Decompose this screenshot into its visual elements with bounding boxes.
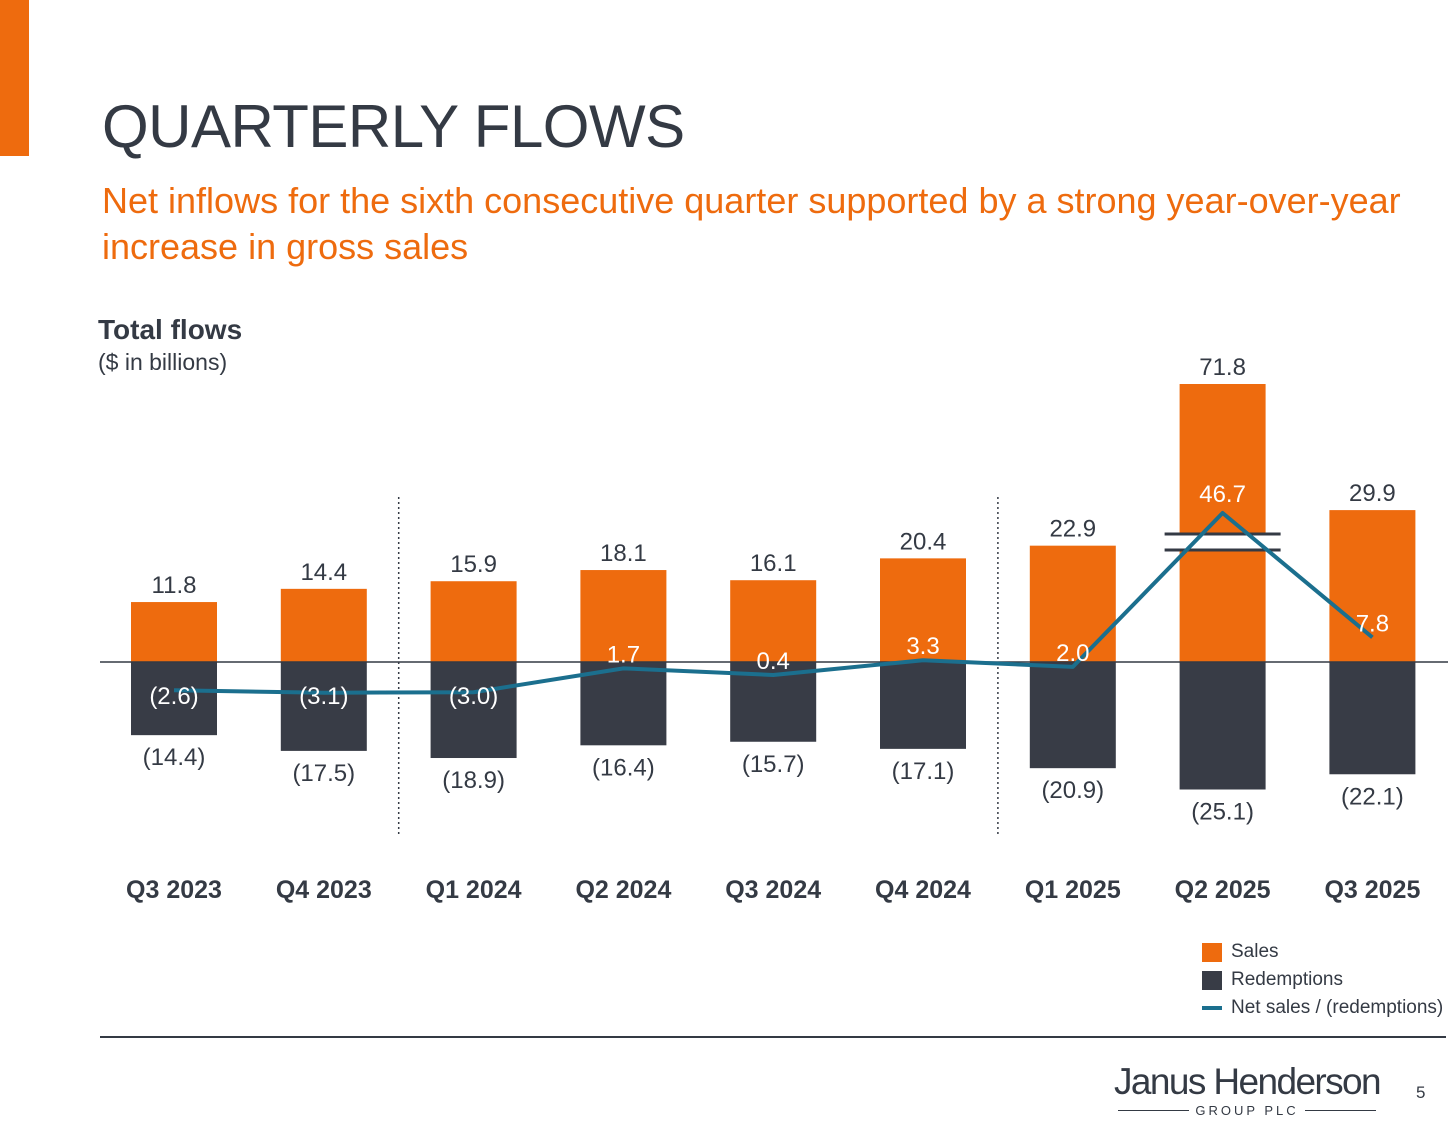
- redemptions-bar: [430, 662, 517, 759]
- category-label: Q3 2024: [725, 876, 821, 904]
- redemptions-bar: [1329, 662, 1416, 775]
- sales-bar: [280, 588, 367, 662]
- legend-label-sales: Sales: [1231, 941, 1279, 962]
- legend-label-net: Net sales / (redemptions): [1231, 997, 1444, 1018]
- sales-label: 20.4: [900, 528, 947, 555]
- legend-swatch-sales: [1202, 942, 1222, 962]
- sales-bar: [131, 602, 217, 662]
- category-label: Q1 2025: [1025, 876, 1121, 904]
- redemptions-label: (14.4): [143, 744, 206, 771]
- net-sales-label: (2.6): [149, 683, 198, 710]
- category-label: Q2 2025: [1175, 876, 1271, 904]
- redemptions-bar: [1029, 662, 1116, 769]
- net-sales-label: 2.0: [1056, 640, 1089, 667]
- logo-rule-left: [1118, 1109, 1190, 1112]
- sales-bar: [1329, 510, 1416, 662]
- redemptions-bar: [1179, 662, 1266, 790]
- sales-bar: [1029, 545, 1116, 662]
- category-label: Q3 2023: [126, 876, 222, 904]
- redemptions-label: (25.1): [1191, 799, 1254, 826]
- sales-label: 15.9: [450, 551, 497, 578]
- redemptions-bar: [580, 662, 667, 746]
- logo-subline: GROUP PLC: [1112, 1103, 1382, 1118]
- chart-legend: Sales Redemptions Net sales / (redemptio…: [1202, 938, 1443, 1022]
- sales-bar: [580, 570, 667, 662]
- legend-item-sales: Sales: [1202, 938, 1443, 966]
- chart-units: ($ in billions): [98, 349, 228, 375]
- chart-title: Total flows: [98, 314, 243, 345]
- page-number: 5: [1416, 1083, 1426, 1102]
- category-label: Q4 2023: [276, 876, 372, 904]
- sales-label: 16.1: [750, 550, 797, 577]
- footer-rule: [100, 1036, 1446, 1038]
- slide-title: QUARTERLY FLOWS: [102, 93, 685, 160]
- net-sales-label: 0.4: [757, 648, 790, 675]
- category-label: Q3 2025: [1324, 876, 1420, 904]
- redemptions-label: (17.1): [892, 758, 955, 785]
- category-label: Q2 2024: [575, 876, 671, 904]
- slide-subtitle: Net inflows for the sixth consecutive qu…: [102, 180, 1401, 267]
- net-sales-label: 46.7: [1199, 481, 1246, 508]
- sales-label: 18.1: [600, 540, 647, 567]
- net-sales-label: (3.1): [299, 683, 348, 710]
- redemptions-bar: [280, 662, 367, 751]
- sales-label: 14.4: [300, 559, 347, 586]
- net-sales-label: 7.8: [1356, 610, 1389, 637]
- net-sales-label: 1.7: [607, 641, 640, 668]
- category-label: Q4 2024: [875, 876, 971, 904]
- company-logo: Janus Henderson GROUP PLC: [1112, 1061, 1382, 1119]
- redemptions-label: (17.5): [292, 760, 355, 787]
- redemptions-label: (16.4): [592, 754, 655, 781]
- legend-swatch-redemptions: [1202, 970, 1222, 990]
- redemptions-label: (15.7): [742, 751, 805, 778]
- logo-sub-text: GROUP PLC: [1195, 1103, 1299, 1118]
- sales-label: 71.8: [1199, 354, 1246, 381]
- legend-label-redemptions: Redemptions: [1231, 969, 1343, 990]
- sales-label: 11.8: [152, 572, 197, 599]
- net-sales-line: [173, 511, 1374, 695]
- legend-item-redemptions: Redemptions: [1202, 966, 1443, 994]
- redemptions-label: (18.9): [442, 767, 505, 794]
- redemptions-label: (20.9): [1041, 777, 1104, 804]
- redemptions-label: (22.1): [1341, 783, 1404, 810]
- sales-label: 29.9: [1349, 480, 1396, 507]
- logo-rule-right: [1304, 1109, 1376, 1112]
- net-sales-label: 3.3: [906, 633, 939, 660]
- sales-bar: [1179, 384, 1266, 662]
- net-sales-label: (3.0): [449, 683, 498, 710]
- chart-heading: Total flows ($ in billions): [98, 314, 242, 378]
- sales-bar: [430, 581, 517, 662]
- logo-name: Janus Henderson: [1113, 1061, 1382, 1102]
- redemptions-bar: [880, 662, 966, 749]
- sales-bar: [730, 580, 817, 662]
- legend-swatch-net: [1202, 1006, 1222, 1010]
- legend-item-net: Net sales / (redemptions): [1202, 994, 1443, 1022]
- sales-label: 22.9: [1049, 516, 1096, 543]
- sales-bar: [880, 558, 966, 662]
- category-label: Q1 2024: [426, 876, 522, 904]
- redemptions-bar: [131, 662, 217, 736]
- accent-bar: [0, 0, 29, 156]
